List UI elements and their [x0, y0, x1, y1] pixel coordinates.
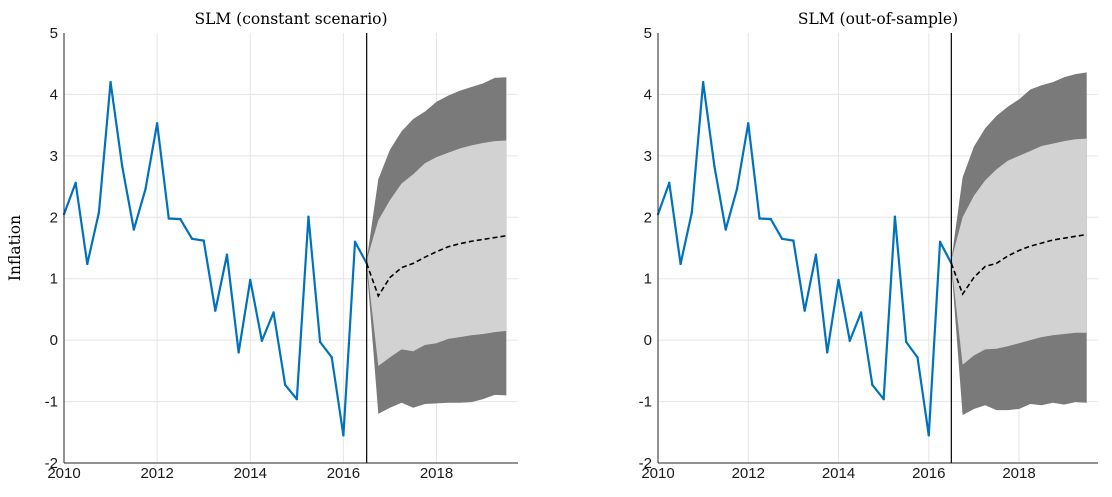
- inflation-data-point: [814, 253, 818, 256]
- y-tick-label: -2: [639, 455, 652, 472]
- inflation-series-line: [62, 81, 368, 437]
- inflation-data-point: [792, 239, 795, 242]
- inflation-data-point: [679, 262, 682, 266]
- inflation-data-point: [353, 240, 357, 244]
- inflation-data-point: [690, 211, 694, 214]
- forecast-median-line: [950, 233, 1087, 296]
- y-tick-label: 2: [644, 209, 652, 226]
- chart-panel-constant-scenario: -2 -1 0 1 2 3 4 5 2010 2012 2014 2016 2018 SLM (const…: [6, 10, 518, 482]
- inflation-data-point: [780, 237, 784, 240]
- y-tick-label: -1: [45, 394, 58, 411]
- y-tick-label: 3: [50, 148, 58, 165]
- inflation-data-point: [724, 228, 727, 231]
- y-tick-label: 5: [50, 25, 58, 42]
- inflation-data-point: [758, 217, 761, 220]
- inflation-data-point: [155, 122, 159, 125]
- inflation-data-point: [202, 239, 205, 242]
- inflation-data-point: [803, 309, 806, 312]
- x-tick-label: 2014: [822, 465, 855, 482]
- inflation-data-point: [769, 217, 773, 221]
- inflation-data-point: [179, 217, 182, 221]
- inflation-data-point: [225, 253, 229, 256]
- inflation-data-point: [713, 165, 716, 168]
- inflation-data-point: [97, 211, 101, 214]
- inflation-data-point: [735, 187, 739, 191]
- inflation-series-line: [656, 81, 953, 437]
- inflation-data-point: [893, 215, 897, 218]
- inflation-data-point: [74, 181, 77, 185]
- inflation-data-point: [144, 187, 147, 191]
- inflation-data-point: [307, 215, 310, 218]
- inflation-data-point: [848, 339, 851, 342]
- y-tick-label: 3: [644, 148, 652, 165]
- inflation-data-point: [882, 397, 885, 401]
- inflation-data-point: [121, 165, 124, 168]
- inflation-data-point: [237, 351, 240, 354]
- inflation-data-point: [826, 351, 829, 354]
- inflation-data-point: [330, 356, 333, 359]
- inflation-data-point: [167, 217, 170, 220]
- inflation-data-point: [837, 278, 840, 282]
- inflation-data-point: [109, 80, 112, 84]
- inflation-data-point: [260, 339, 264, 342]
- chart-title: SLM (out-of-sample): [798, 10, 958, 28]
- x-tick-label: 2018: [420, 465, 453, 482]
- y-tick-label: 1: [50, 271, 58, 288]
- inflation-data-point: [905, 340, 908, 344]
- y-tick-label: 4: [50, 86, 58, 103]
- inflation-data-point: [295, 397, 299, 401]
- inflation-data-point: [927, 434, 930, 437]
- y-tick-label: 1: [644, 271, 652, 288]
- inflation-data-point: [318, 340, 322, 344]
- inflation-data-point: [342, 434, 345, 437]
- y-tick-label: -1: [639, 394, 652, 411]
- inflation-data-point: [668, 181, 671, 185]
- y-tick-label: -2: [45, 455, 58, 472]
- inflation-data-point: [86, 262, 89, 266]
- y-tick-label: 0: [644, 332, 652, 349]
- x-tick-label: 2010: [47, 465, 80, 482]
- inflation-data-point: [701, 80, 705, 84]
- inflation-data-point: [249, 278, 252, 282]
- x-tick-label: 2014: [234, 465, 267, 482]
- y-tick-label: 0: [50, 332, 58, 349]
- y-tick-label: 4: [644, 86, 652, 103]
- forecast-inner-band: [366, 140, 507, 366]
- inflation-data-point: [938, 240, 942, 244]
- inflation-data-point: [132, 228, 136, 231]
- x-tick-label: 2016: [912, 465, 945, 482]
- x-tick-label: 2012: [732, 465, 765, 482]
- y-axis-label: Inflation: [6, 215, 24, 281]
- inflation-data-point: [283, 383, 287, 387]
- forecast-inner-band: [951, 138, 1087, 365]
- y-tick-label: 5: [644, 25, 652, 42]
- inflation-data-point: [871, 383, 874, 387]
- forecast-median-line: [365, 234, 507, 298]
- inflation-data-point: [272, 311, 275, 314]
- inflation-data-point: [190, 237, 194, 240]
- x-tick-label: 2016: [327, 465, 360, 482]
- x-tick-label: 2010: [641, 465, 674, 482]
- inflation-data-point: [214, 309, 217, 312]
- inflation-data-point: [859, 311, 863, 314]
- inflation-data-point: [747, 122, 750, 125]
- x-tick-label: 2012: [140, 465, 173, 482]
- x-tick-label: 2018: [1002, 465, 1035, 482]
- inflation-data-point: [916, 356, 919, 359]
- y-tick-label: 2: [50, 209, 58, 226]
- chart-title: SLM (constant scenario): [194, 10, 387, 28]
- chart-panel-out-of-sample: -2 -1 0 1 2 3 4 5 2010 2012 2014 2016 2018 SLM (out-o…: [639, 10, 1098, 482]
